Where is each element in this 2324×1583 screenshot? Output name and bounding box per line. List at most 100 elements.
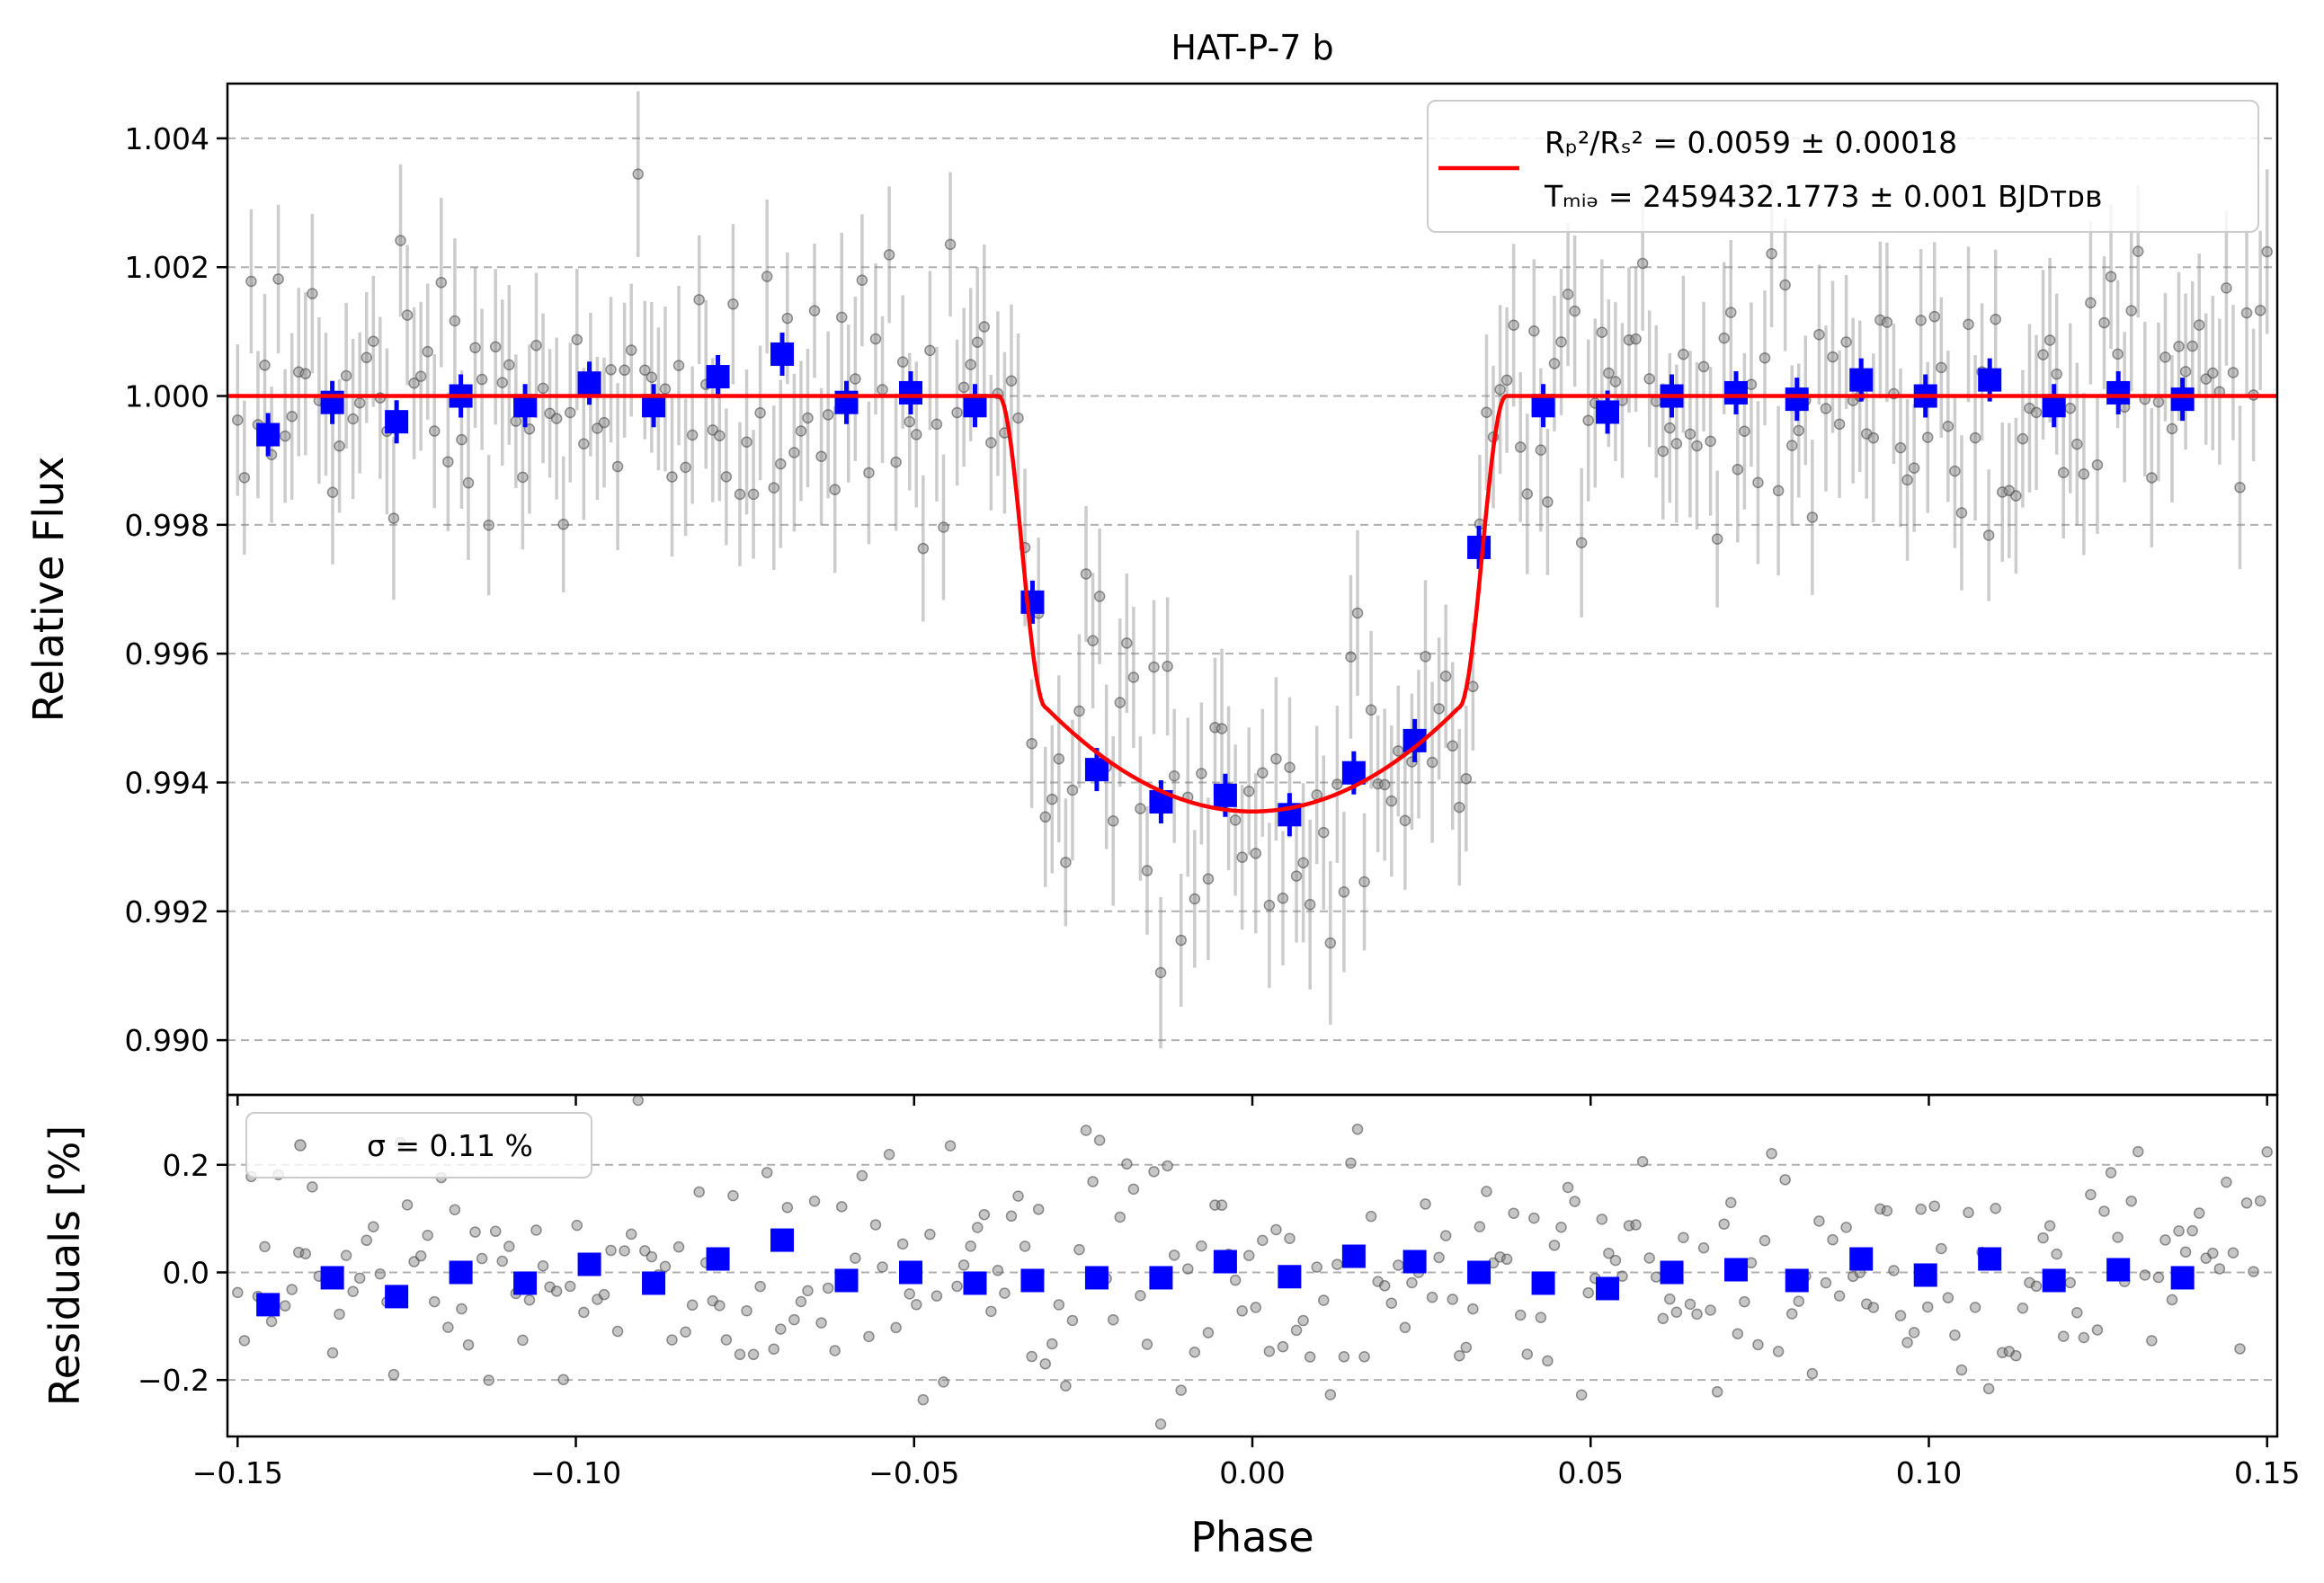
residual-point (693, 1186, 705, 1198)
flux-point (1215, 723, 1228, 734)
flux-point (387, 512, 400, 524)
flux-point (978, 321, 991, 333)
residual-point (714, 1300, 726, 1312)
residual-point (2221, 1176, 2232, 1188)
flux-point (598, 416, 610, 429)
residual-bin-marker (1724, 1258, 1749, 1282)
flux-point (1691, 440, 1703, 452)
residual-point (265, 1315, 278, 1328)
residual-point (605, 1244, 617, 1257)
flux-point (1189, 893, 1201, 905)
flux-point (1236, 851, 1248, 863)
residual-point (1324, 1389, 1337, 1401)
flux-point (496, 377, 508, 388)
residual-point (1141, 1338, 1153, 1350)
x-tick-label: −0.10 (530, 1455, 621, 1490)
residual-point (1257, 1234, 1269, 1247)
flux-y-axis-label: Relative Flux (24, 457, 73, 723)
residual-point (2125, 1195, 2137, 1207)
residual-point (449, 1204, 461, 1215)
residual-point (1467, 1303, 1479, 1315)
residual-point (571, 1219, 583, 1232)
residual-point (496, 1255, 508, 1267)
residual-point (368, 1221, 379, 1232)
flux-point (307, 288, 318, 299)
flux-bin-marker (899, 380, 922, 405)
flux-point (1080, 568, 1092, 580)
flux-point (1393, 745, 1404, 757)
residual-bin-marker (449, 1260, 473, 1285)
flux-point (890, 456, 902, 468)
x-tick-label: 0.10 (1896, 1455, 1962, 1490)
flux-point (1942, 421, 1954, 432)
residual-point (911, 1299, 922, 1311)
residual-point (659, 1260, 672, 1273)
flux-point (1135, 803, 1146, 814)
residual-point (2098, 1205, 2110, 1217)
residual-point (523, 1294, 536, 1306)
flux-error-bars (236, 91, 2269, 1049)
flux-point (368, 335, 379, 347)
flux-point (1908, 462, 1920, 474)
residual-point (2112, 1232, 2124, 1243)
y-tick-label: 0.990 (125, 1023, 209, 1058)
flux-point (734, 488, 746, 501)
flux-point (326, 486, 339, 498)
residual-point (2248, 1266, 2259, 1277)
transit-model-curve (227, 394, 2277, 814)
flux-point (1365, 704, 1377, 716)
flux-point (2071, 438, 2083, 450)
flux-point (1596, 326, 1608, 338)
flux-point (489, 341, 502, 353)
residuals-legend-marker (294, 1139, 307, 1152)
flux-point (414, 370, 427, 382)
residual-point (1338, 1351, 1350, 1363)
flux-point (361, 351, 372, 364)
flux-legend-label-tmid: Tₘᵢₔ = 2459432.1773 ± 0.001 BJDᴛᴅʙ (1544, 179, 2102, 214)
flux-point (2098, 316, 2110, 329)
residual-bin-marker (1467, 1260, 1491, 1285)
residual-point (1005, 1210, 1018, 1223)
residual-point (1311, 1261, 1322, 1273)
residual-point (1942, 1292, 1954, 1303)
residual-point (883, 1149, 895, 1161)
residual-point (307, 1181, 318, 1193)
residual-point (483, 1374, 494, 1386)
residual-point (863, 1330, 875, 1343)
flux-point (1053, 752, 1065, 765)
residual-point (1426, 1291, 1438, 1303)
flux-point (1460, 772, 1473, 785)
residual-point (1894, 1310, 1907, 1321)
flux-point (856, 274, 868, 286)
flux-point (2125, 305, 2137, 316)
residual-point (414, 1250, 427, 1262)
residual-point (2085, 1188, 2097, 1201)
residual-point (720, 1334, 733, 1346)
flux-point (286, 410, 298, 422)
flux-point (1582, 414, 1594, 426)
residual-point (1182, 1263, 1194, 1275)
flux-point (672, 360, 685, 371)
flux-point (1650, 396, 1662, 407)
residual-point (1385, 1297, 1398, 1309)
residual-point (619, 1245, 630, 1257)
residual-point (1915, 1203, 1927, 1215)
flux-point (1562, 289, 1574, 300)
residual-point (1766, 1148, 1777, 1160)
residual-point (1630, 1219, 1642, 1231)
residual-point (646, 1250, 658, 1263)
residual-point (1393, 1259, 1404, 1271)
residual-point (489, 1225, 502, 1238)
residual-point (1474, 1221, 1486, 1232)
flux-point (1949, 465, 1961, 477)
x-tick-label: 0.15 (2234, 1455, 2300, 1490)
flux-point (1005, 375, 1018, 387)
flux-point (1107, 815, 1119, 827)
flux-point (1046, 793, 1058, 805)
residual-point (1921, 1301, 1934, 1313)
residual-point (1759, 1234, 1771, 1247)
residual-point (1548, 1240, 1561, 1251)
flux-bin-marker (385, 410, 409, 434)
residual-point (1542, 1355, 1554, 1367)
residual-bin-marker (1849, 1247, 1874, 1271)
